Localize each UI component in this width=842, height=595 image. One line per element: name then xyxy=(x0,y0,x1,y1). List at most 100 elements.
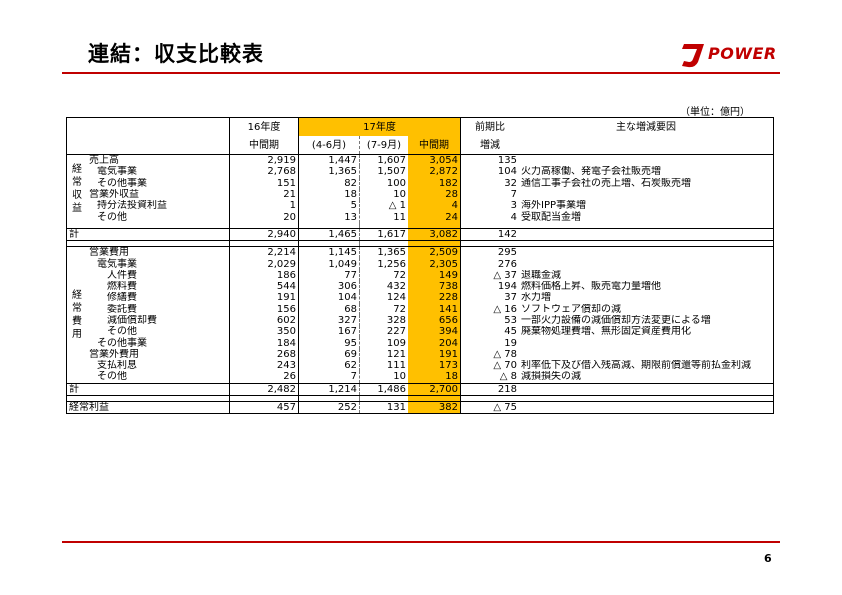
value-diff: 295 xyxy=(460,246,519,259)
value-q2: 1,486 xyxy=(359,382,408,396)
row-reason xyxy=(519,400,774,415)
value-fy17: 394 xyxy=(408,326,461,338)
jpower-logo xyxy=(682,44,704,68)
value-q2: 111 xyxy=(359,360,408,372)
page-number: 6 xyxy=(764,552,772,565)
row-reason: 通信工事子会社の売上増、石炭販売増 xyxy=(519,177,774,189)
value-q2: 121 xyxy=(359,348,408,361)
value-q2: 1,256 xyxy=(359,258,408,270)
value-fy17: 28 xyxy=(408,188,461,201)
value-fy17: 24 xyxy=(408,211,461,223)
value-fy17: 382 xyxy=(408,400,461,415)
row-reason: 水力増 xyxy=(519,292,774,304)
value-diff: 19 xyxy=(460,337,519,349)
value-diff: △ 78 xyxy=(460,348,519,361)
value-q2: 1,607 xyxy=(359,154,408,167)
value-diff: 276 xyxy=(460,258,519,270)
value-q1: 5 xyxy=(350,200,357,212)
value-fy17: 2,305 xyxy=(408,258,461,270)
value-fy16: 191 xyxy=(229,292,299,304)
row-label: 電気事業 xyxy=(87,258,230,270)
value-fy16: 156 xyxy=(229,303,299,315)
value-fy17: 191 xyxy=(408,348,461,361)
value-fy17: 656 xyxy=(408,314,461,327)
value-q1: 68 xyxy=(344,303,357,315)
value-fy16: 184 xyxy=(229,337,299,349)
row-reason: 燃料価格上昇、販売電力量増他 xyxy=(519,280,774,293)
value-fy17: 18 xyxy=(408,371,461,384)
value-fy17: 4 xyxy=(408,200,461,212)
value-diff: 218 xyxy=(460,382,519,396)
value-q2: 11 xyxy=(359,211,408,223)
value-fy16: 2,919 xyxy=(229,154,299,167)
row-reason: 減損損失の減 xyxy=(519,371,774,384)
value-diff: 4 xyxy=(460,211,519,223)
row-reason: ソフトウェア償却の減 xyxy=(519,303,774,315)
header-yoy-sub: 増減 xyxy=(460,136,519,155)
row-label: 減価償却費 xyxy=(87,314,230,327)
value-q2: 131 xyxy=(359,400,408,415)
row-reason xyxy=(519,348,774,361)
header-reasons: 主な増減要因 xyxy=(519,117,774,136)
row-reason xyxy=(519,337,774,349)
value-diff: 53 xyxy=(460,314,519,327)
table-row: 経常収益 売上高 2,919 1,447 1,607 3,054 135 xyxy=(66,153,774,223)
value-fy17: 141 xyxy=(408,303,461,315)
row-reason: 受取配当金増 xyxy=(519,211,774,223)
row-reason: 一部火力設備の減価償却方法変更による増 xyxy=(519,314,774,327)
value-fy16: 1 xyxy=(229,200,299,212)
value-q1: 252 xyxy=(298,400,360,415)
value-q1: 82 xyxy=(344,177,357,189)
value-q1: 62 xyxy=(344,360,357,372)
row-label: 委託費 xyxy=(87,303,230,315)
value-fy16: 20 xyxy=(229,211,299,223)
value-fy16: 457 xyxy=(229,400,299,415)
value-q2: 109 xyxy=(359,337,408,349)
value-fy17: 3,082 xyxy=(408,227,461,242)
value-fy16: 350 xyxy=(229,326,299,338)
value-diff: △ 16 xyxy=(460,303,519,315)
value-diff: 37 xyxy=(460,292,519,304)
row-label: 支払利息 xyxy=(87,360,230,372)
value-q2: 124 xyxy=(359,292,408,304)
value-q1: 18 xyxy=(344,189,357,201)
value-q1: 1,049 xyxy=(328,258,357,270)
value-fy17: 2,700 xyxy=(408,382,461,396)
value-q2: 10 xyxy=(359,188,408,201)
value-diff: 194 xyxy=(460,280,519,293)
row-label: その他 xyxy=(87,211,230,223)
value-fy17: 228 xyxy=(408,292,461,304)
row-label: その他事業 xyxy=(87,177,230,189)
unit-label: （単位：億円） xyxy=(680,107,750,118)
table-row: その他事業 151 82 100 182 32 通信工事子会社の売上増、石炭販売増 xyxy=(67,177,774,189)
table-row: 電気事業 2,029 1,049 1,256 2,305 276 xyxy=(67,258,774,270)
header-row-1: 16年度 17年度 前期比 主な増減要因 xyxy=(66,117,774,136)
row-label: 営業外費用 xyxy=(87,348,230,361)
table-row: 電気事業 2,768 1,365 1,507 2,872 104 火力高稼働、発電子会社販売… xyxy=(67,166,774,178)
value-q1: 1,465 xyxy=(298,227,360,242)
row-label: 電気事業 xyxy=(87,166,230,178)
row-reason xyxy=(519,258,774,270)
value-diff: 45 xyxy=(460,326,519,338)
total-row-revenue: 計 2,940 1,465 1,617 3,082 142 xyxy=(66,227,774,242)
value-fy17: 3,054 xyxy=(408,154,461,167)
value-fy17: 204 xyxy=(408,337,461,349)
value-q1: 1,447 xyxy=(298,154,360,167)
value-diff: 32 xyxy=(460,177,519,189)
value-diff: 104 xyxy=(460,166,519,178)
row-reason: 利率低下及び借入残高減、期限前償還等前払金利減 xyxy=(519,360,774,372)
value-q2: 1,617 xyxy=(359,227,408,242)
table-row: 減価償却費 602 327 328 656 53 一部火力設備の減価償却方法変更による増 xyxy=(67,314,774,327)
header-row-2: 中間期 (4-6月) (7-9月) 中間期 増減 xyxy=(66,136,774,155)
row-label: 人件費 xyxy=(87,269,230,281)
value-q2: 1,365 xyxy=(359,246,408,259)
row-reason: 海外IPP事業増 xyxy=(519,200,774,212)
row-label: 経常利益 xyxy=(66,400,230,415)
value-fy17: 182 xyxy=(408,177,461,189)
value-q2: 328 xyxy=(359,314,408,327)
row-label: 修繕費 xyxy=(87,292,230,304)
value-diff: △ 75 xyxy=(460,400,519,415)
row-label: 営業外収益 xyxy=(87,188,230,201)
header-fy16-sub: 中間期 xyxy=(229,136,299,155)
value-q1: 95 xyxy=(344,337,357,349)
